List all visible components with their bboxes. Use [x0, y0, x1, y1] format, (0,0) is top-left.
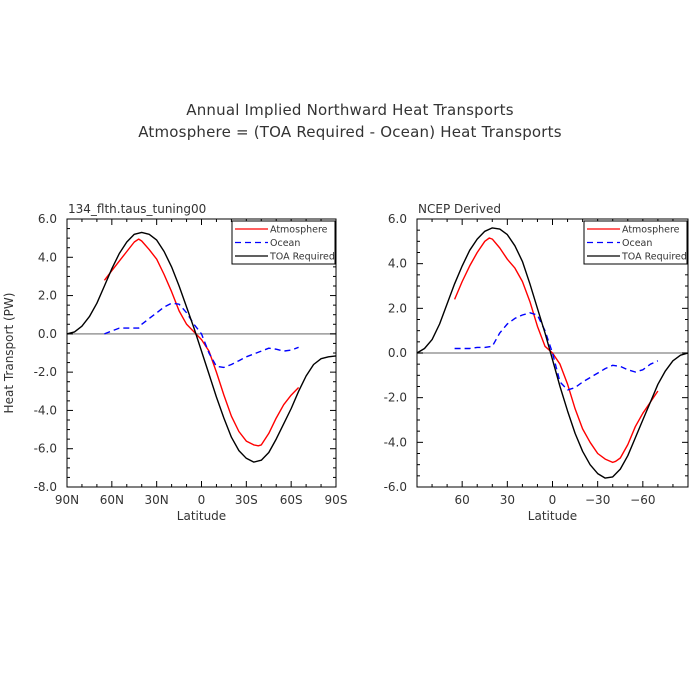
y-tick-label: -4.0	[34, 403, 57, 417]
panel-title: NCEP Derived	[418, 202, 501, 216]
series-atmosphere-line	[453, 237, 659, 464]
x-axis-label: Latitude	[528, 509, 577, 523]
figure-title-line-2: Atmosphere = (TOA Required - Ocean) Heat…	[138, 123, 562, 141]
legend-label: TOA Required	[621, 252, 687, 263]
legend: Atmosphere Ocean TOA Required	[583, 220, 688, 265]
series-ocean-line	[454, 312, 659, 391]
x-tick-label: 90S	[325, 493, 348, 507]
x-tick-label: −30	[585, 493, 610, 507]
y-tick-label: 0.0	[38, 327, 57, 341]
series-ocean-line	[104, 302, 299, 369]
y-tick-label: -2.0	[34, 365, 57, 379]
legend-label: Ocean	[270, 238, 300, 249]
legend-label: Atmosphere	[270, 225, 328, 236]
x-axis-label: Latitude	[177, 509, 226, 523]
y-tick-label: 4.0	[38, 250, 57, 264]
y-tick-label: 2.0	[388, 301, 407, 315]
x-tick-label: 30S	[235, 493, 258, 507]
x-tick-label: 30N	[145, 493, 169, 507]
legend-label: TOA Required	[269, 252, 335, 263]
x-tick-label: −60	[630, 493, 655, 507]
x-tick-label: 0	[198, 493, 206, 507]
x-tick-label: 60N	[100, 493, 124, 507]
x-tick-label: 60	[455, 493, 470, 507]
series-toa-required-line	[67, 231, 336, 463]
series-group	[67, 231, 336, 463]
x-tick-label: 0	[549, 493, 557, 507]
chart-panel-1: -8.0 -6.0 -4.0 -2.0 0.0 2.0 4.0 6.0 90N 60N 30N 0 30…	[2, 202, 347, 523]
y-axis-label: Heat Transport (PW)	[2, 293, 16, 414]
y-tick-label: 6.0	[38, 212, 57, 226]
x-tick-label: 60S	[280, 493, 303, 507]
chart-panel-2: -6.0 -4.0 -2.0 0.0 2.0 4.0 6.0 60 30 0 −30 −60 Latit…	[384, 202, 689, 523]
series-toa-required-line	[417, 227, 688, 479]
series-atmosphere-line	[103, 238, 300, 447]
legend-label: Atmosphere	[622, 225, 680, 236]
y-tick-label: -6.0	[384, 480, 407, 494]
x-tick-label: 30	[500, 493, 515, 507]
y-tick-label: 2.0	[38, 289, 57, 303]
y-tick-label: -6.0	[34, 442, 57, 456]
y-tick-label: -4.0	[384, 435, 407, 449]
y-tick-label: -2.0	[384, 391, 407, 405]
legend-label: Ocean	[622, 238, 652, 249]
y-tick-label: 4.0	[388, 257, 407, 271]
y-tick-label: -8.0	[34, 480, 57, 494]
x-tick-label: 90N	[55, 493, 79, 507]
figure-title-line-1: Annual Implied Northward Heat Transports	[186, 101, 514, 119]
legend: Atmosphere Ocean TOA Required	[231, 220, 336, 265]
y-tick-label: 0.0	[388, 346, 407, 360]
y-tick-label: 6.0	[388, 212, 407, 226]
panel-title: 134_flth.taus_tuning00	[68, 202, 206, 216]
series-group	[417, 227, 688, 479]
